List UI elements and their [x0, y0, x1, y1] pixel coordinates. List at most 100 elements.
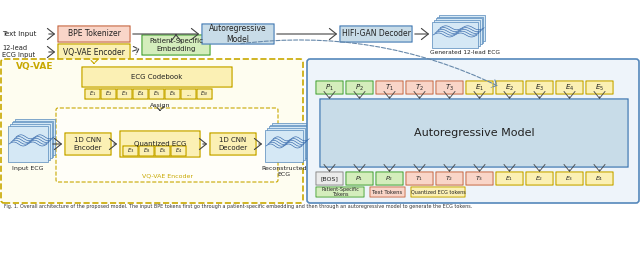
Text: Input ECG: Input ECG — [12, 166, 44, 171]
FancyBboxPatch shape — [123, 146, 138, 156]
Text: 1D CNN
Encoder: 1D CNN Encoder — [74, 138, 102, 150]
FancyBboxPatch shape — [436, 81, 463, 94]
Text: VQ-VAE: VQ-VAE — [16, 62, 54, 70]
FancyBboxPatch shape — [556, 172, 583, 185]
FancyBboxPatch shape — [65, 133, 111, 155]
Text: $E_2$: $E_2$ — [105, 90, 112, 99]
FancyBboxPatch shape — [56, 108, 278, 182]
Text: 1D CNN
Decoder: 1D CNN Decoder — [218, 138, 248, 150]
Text: $E_2$: $E_2$ — [505, 83, 514, 92]
FancyBboxPatch shape — [307, 59, 639, 203]
FancyBboxPatch shape — [496, 172, 523, 185]
FancyBboxPatch shape — [466, 81, 493, 94]
FancyBboxPatch shape — [10, 124, 50, 160]
Text: $E_3$: $E_3$ — [535, 83, 544, 92]
FancyBboxPatch shape — [267, 128, 305, 160]
Text: $E_2$: $E_2$ — [535, 174, 543, 183]
FancyBboxPatch shape — [370, 187, 405, 197]
FancyBboxPatch shape — [149, 89, 164, 99]
FancyBboxPatch shape — [346, 81, 373, 94]
FancyBboxPatch shape — [165, 89, 180, 99]
FancyBboxPatch shape — [139, 146, 154, 156]
FancyBboxPatch shape — [13, 121, 53, 157]
Text: $E_1$: $E_1$ — [506, 174, 514, 183]
Text: Assign: Assign — [150, 102, 170, 107]
Text: $E_8$: $E_8$ — [143, 146, 150, 155]
FancyBboxPatch shape — [181, 89, 196, 99]
FancyBboxPatch shape — [197, 89, 212, 99]
Text: ...: ... — [186, 91, 191, 96]
FancyBboxPatch shape — [434, 20, 480, 46]
FancyBboxPatch shape — [82, 67, 232, 87]
FancyBboxPatch shape — [85, 89, 100, 99]
Text: Autoregressive Model: Autoregressive Model — [413, 128, 534, 138]
Text: $E_5$: $E_5$ — [153, 90, 160, 99]
Text: Fig. 1. Overall architecture of the proposed model. The input BPE tokens first g: Fig. 1. Overall architecture of the prop… — [4, 204, 472, 209]
Text: Autoregressive
Model: Autoregressive Model — [209, 24, 267, 44]
Text: Quantized ECG: Quantized ECG — [134, 141, 186, 147]
Text: $E_1$: $E_1$ — [89, 90, 96, 99]
FancyBboxPatch shape — [58, 26, 130, 42]
FancyBboxPatch shape — [436, 172, 463, 185]
Text: $P_1$: $P_1$ — [325, 83, 334, 92]
FancyBboxPatch shape — [526, 172, 553, 185]
FancyBboxPatch shape — [1, 59, 303, 203]
Text: $E_1$: $E_1$ — [475, 83, 484, 92]
Text: VQ-VAE Encoder: VQ-VAE Encoder — [63, 47, 125, 57]
FancyBboxPatch shape — [406, 172, 433, 185]
Text: $E_6$: $E_6$ — [159, 146, 166, 155]
Text: $E_6$: $E_6$ — [169, 90, 176, 99]
Text: $E_5$: $E_5$ — [595, 83, 604, 92]
FancyBboxPatch shape — [270, 125, 308, 157]
Text: BPE Tokenizer: BPE Tokenizer — [68, 30, 120, 39]
FancyBboxPatch shape — [210, 133, 256, 155]
FancyBboxPatch shape — [316, 187, 364, 197]
FancyBboxPatch shape — [8, 126, 48, 162]
Text: Patient-Specific
Tokens: Patient-Specific Tokens — [321, 187, 359, 197]
FancyBboxPatch shape — [120, 131, 200, 157]
FancyBboxPatch shape — [117, 89, 132, 99]
Text: VQ-VAE Encoder: VQ-VAE Encoder — [141, 173, 193, 178]
FancyBboxPatch shape — [439, 15, 485, 41]
FancyBboxPatch shape — [466, 172, 493, 185]
Text: Text Input: Text Input — [2, 31, 36, 37]
FancyBboxPatch shape — [269, 126, 307, 159]
FancyBboxPatch shape — [202, 24, 274, 44]
Text: ECG Codebook: ECG Codebook — [131, 74, 182, 80]
FancyBboxPatch shape — [432, 22, 478, 48]
FancyBboxPatch shape — [526, 81, 553, 94]
FancyBboxPatch shape — [12, 122, 52, 159]
FancyBboxPatch shape — [340, 26, 412, 42]
Text: $E_4$: $E_4$ — [595, 174, 604, 183]
Text: $P_2$: $P_2$ — [355, 83, 364, 92]
Text: Quantized ECG tokens: Quantized ECG tokens — [411, 189, 465, 194]
FancyBboxPatch shape — [58, 44, 130, 60]
Text: 12-lead
ECG Input: 12-lead ECG Input — [2, 46, 35, 58]
Text: Generated 12-lead ECG: Generated 12-lead ECG — [430, 50, 500, 55]
FancyBboxPatch shape — [437, 17, 483, 43]
Text: Patient-Specific
Embedding: Patient-Specific Embedding — [149, 39, 203, 52]
FancyBboxPatch shape — [155, 146, 170, 156]
FancyBboxPatch shape — [320, 99, 628, 167]
Text: $T_3$: $T_3$ — [445, 83, 454, 92]
FancyBboxPatch shape — [101, 89, 116, 99]
Text: HIFI-GAN Decoder: HIFI-GAN Decoder — [342, 30, 410, 39]
FancyBboxPatch shape — [376, 81, 403, 94]
Text: $T_1$: $T_1$ — [415, 174, 424, 183]
Text: [BOS]: [BOS] — [321, 176, 339, 181]
FancyBboxPatch shape — [316, 172, 343, 185]
FancyBboxPatch shape — [142, 35, 210, 55]
Text: $T_1$: $T_1$ — [385, 83, 394, 92]
Text: $E_4$: $E_4$ — [137, 90, 144, 99]
FancyBboxPatch shape — [586, 172, 613, 185]
FancyBboxPatch shape — [346, 172, 373, 185]
Text: Text Tokens: Text Tokens — [372, 189, 403, 194]
Text: $E_3$: $E_3$ — [127, 146, 134, 155]
FancyBboxPatch shape — [316, 81, 343, 94]
Text: Reconstructed
ECG: Reconstructed ECG — [261, 166, 307, 177]
Text: $T_3$: $T_3$ — [476, 174, 484, 183]
Text: $E_4$: $E_4$ — [175, 146, 182, 155]
FancyBboxPatch shape — [586, 81, 613, 94]
FancyBboxPatch shape — [556, 81, 583, 94]
Text: $E_3$: $E_3$ — [121, 90, 128, 99]
